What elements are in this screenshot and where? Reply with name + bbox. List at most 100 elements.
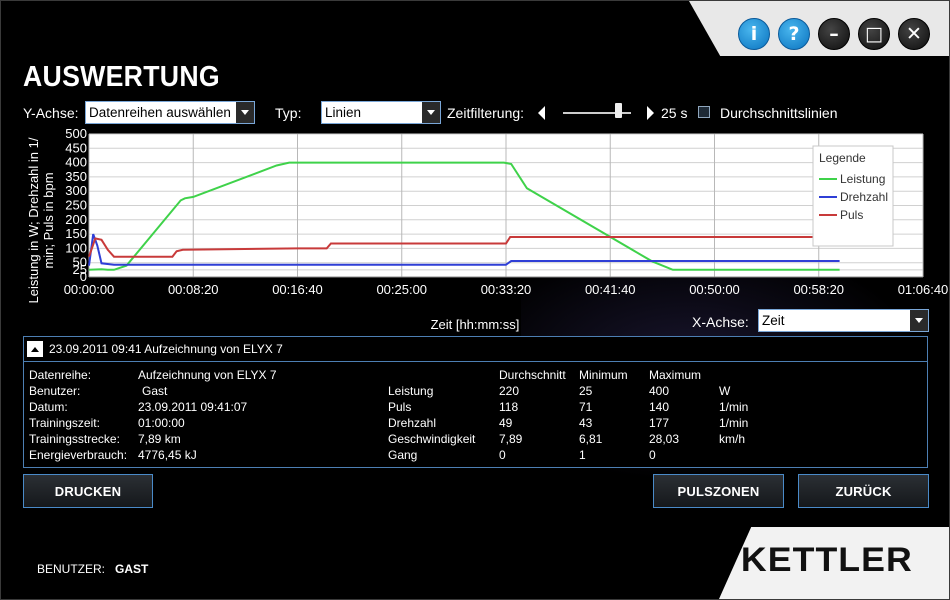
slider-decrease-icon[interactable] <box>538 106 545 120</box>
pulse-zones-button[interactable]: PULSZONEN <box>653 474 784 508</box>
x-axis-select[interactable]: Zeit <box>758 309 929 332</box>
stat-max: 140 <box>649 400 670 414</box>
y-axis-label: Y-Achse: <box>23 105 79 121</box>
info-icon[interactable]: i <box>738 18 770 50</box>
chevron-down-icon[interactable] <box>236 102 254 123</box>
session-title: 23.09.2011 09:41 Aufzeichnung von ELYX 7 <box>49 342 283 356</box>
type-label: Typ: <box>275 105 302 121</box>
slider-increase-icon[interactable] <box>647 106 654 120</box>
stat-unit: W <box>719 384 731 398</box>
x-axis-title: Zeit [hh:mm:ss] <box>431 317 520 332</box>
x-tick-label: 00:41:40 <box>585 282 636 297</box>
y-tick-label: 200 <box>65 212 87 227</box>
zeitfilter-slider[interactable] <box>563 112 631 114</box>
avg-lines-checkbox[interactable] <box>698 106 710 118</box>
detail-label: Trainingszeit: <box>29 416 100 430</box>
y-axis-title: Leistung in W; Drehzahl in 1/min; Puls i… <box>26 137 56 303</box>
session-panel-header[interactable]: 23.09.2011 09:41 Aufzeichnung von ELYX 7 <box>24 337 927 362</box>
maximize-icon[interactable]: □ <box>858 18 890 50</box>
detail-label: Datenreihe: <box>29 368 92 382</box>
detail-value: 01:00:00 <box>138 416 185 430</box>
zeitfilter-value: 25 s <box>661 105 688 121</box>
x-tick-label: 00:25:00 <box>376 282 427 297</box>
stat-min: 1 <box>579 448 586 462</box>
stat-min: 6,81 <box>579 432 603 446</box>
stat-avg: 7,89 <box>499 432 523 446</box>
user-status: BENUTZER: GAST <box>37 562 148 576</box>
chevron-down-icon[interactable] <box>910 310 928 331</box>
x-tick-label: 00:33:20 <box>481 282 532 297</box>
stat-label: Drehzahl <box>388 416 437 430</box>
stat-avg: 49 <box>499 416 513 430</box>
type-select-value: Linien <box>325 105 362 120</box>
series-line-puls <box>88 236 840 258</box>
stat-label: Geschwindigkeit <box>388 432 476 446</box>
page-title: AUSWERTUNG <box>23 61 220 93</box>
zeitfilter-slider-thumb[interactable] <box>615 103 622 118</box>
stats-header-max: Maximum <box>649 368 702 382</box>
y-tick-label: 100 <box>65 240 87 255</box>
session-panel: 23.09.2011 09:41 Aufzeichnung von ELYX 7… <box>23 336 928 468</box>
user-name: GAST <box>115 562 149 576</box>
series-line-leistung <box>88 161 840 271</box>
detail-value: 23.09.2011 09:41:07 <box>138 400 248 414</box>
stat-min: 25 <box>579 384 593 398</box>
brand-corner <box>719 527 949 599</box>
y-tick-label: 450 <box>65 140 87 155</box>
x-tick-label: 00:16:40 <box>272 282 323 297</box>
legend-title: Legende <box>819 151 866 165</box>
y-tick-label: 500 <box>65 126 87 141</box>
y-axis-select[interactable]: Datenreihen auswählen <box>85 101 255 124</box>
brand-logo: KETTLER <box>741 541 914 579</box>
x-axis-label: X-Achse: <box>692 314 749 330</box>
print-button[interactable]: DRUCKEN <box>23 474 153 508</box>
back-button[interactable]: ZURÜCK <box>798 474 929 508</box>
detail-label: Benutzer: <box>29 384 81 398</box>
avg-lines-label: Durchschnittslinien <box>720 105 838 121</box>
stats-header-min: Minimum <box>579 368 628 382</box>
x-tick-label: 01:06:40 <box>898 282 949 297</box>
stat-max: 0 <box>649 448 656 462</box>
detail-label: Energieverbrauch: <box>29 448 128 462</box>
stat-unit: km/h <box>719 432 746 446</box>
minimize-icon[interactable]: – <box>818 18 850 50</box>
detail-label: Trainingsstrecke: <box>29 432 120 446</box>
stat-label: Leistung <box>388 384 434 398</box>
y-tick-label: 50 <box>73 255 87 270</box>
user-label: BENUTZER: <box>37 562 106 576</box>
help-icon[interactable]: ? <box>778 18 810 50</box>
y-tick-label: 250 <box>65 198 87 213</box>
stat-max: 28,03 <box>649 432 680 446</box>
y-tick-label: 400 <box>65 155 87 170</box>
close-icon[interactable]: ✕ <box>898 18 930 50</box>
y-tick-label: 25 <box>73 262 87 277</box>
x-axis-select-value: Zeit <box>762 313 785 328</box>
y-tick-label: 350 <box>65 169 87 184</box>
stat-unit: 1/min <box>719 416 749 430</box>
stat-label: Gang <box>388 448 418 462</box>
stat-min: 71 <box>579 400 593 414</box>
y-tick-label: 300 <box>65 183 87 198</box>
chevron-down-icon[interactable] <box>422 102 440 123</box>
stat-avg: 118 <box>499 400 519 414</box>
x-tick-label: 00:58:20 <box>793 282 844 297</box>
stat-max: 177 <box>649 416 670 430</box>
legend-entry: Puls <box>840 208 863 222</box>
x-tick-label: 00:00:00 <box>64 282 115 297</box>
stats-header-avg: Durchschnitt <box>499 368 566 382</box>
stat-label: Puls <box>388 400 412 414</box>
type-select[interactable]: Linien <box>321 101 441 124</box>
stat-avg: 220 <box>499 384 520 398</box>
legend-entry: Drehzahl <box>840 190 888 204</box>
x-tick-label: 00:08:20 <box>168 282 219 297</box>
stat-avg: 0 <box>499 448 506 462</box>
detail-value: Gast <box>142 384 168 398</box>
legend-entry: Leistung <box>840 172 885 186</box>
detail-value: 4776,45 kJ <box>138 448 197 462</box>
stat-min: 43 <box>579 416 593 430</box>
collapse-icon[interactable] <box>27 341 43 357</box>
stat-max: 400 <box>649 384 670 398</box>
stat-unit: 1/min <box>719 400 749 414</box>
